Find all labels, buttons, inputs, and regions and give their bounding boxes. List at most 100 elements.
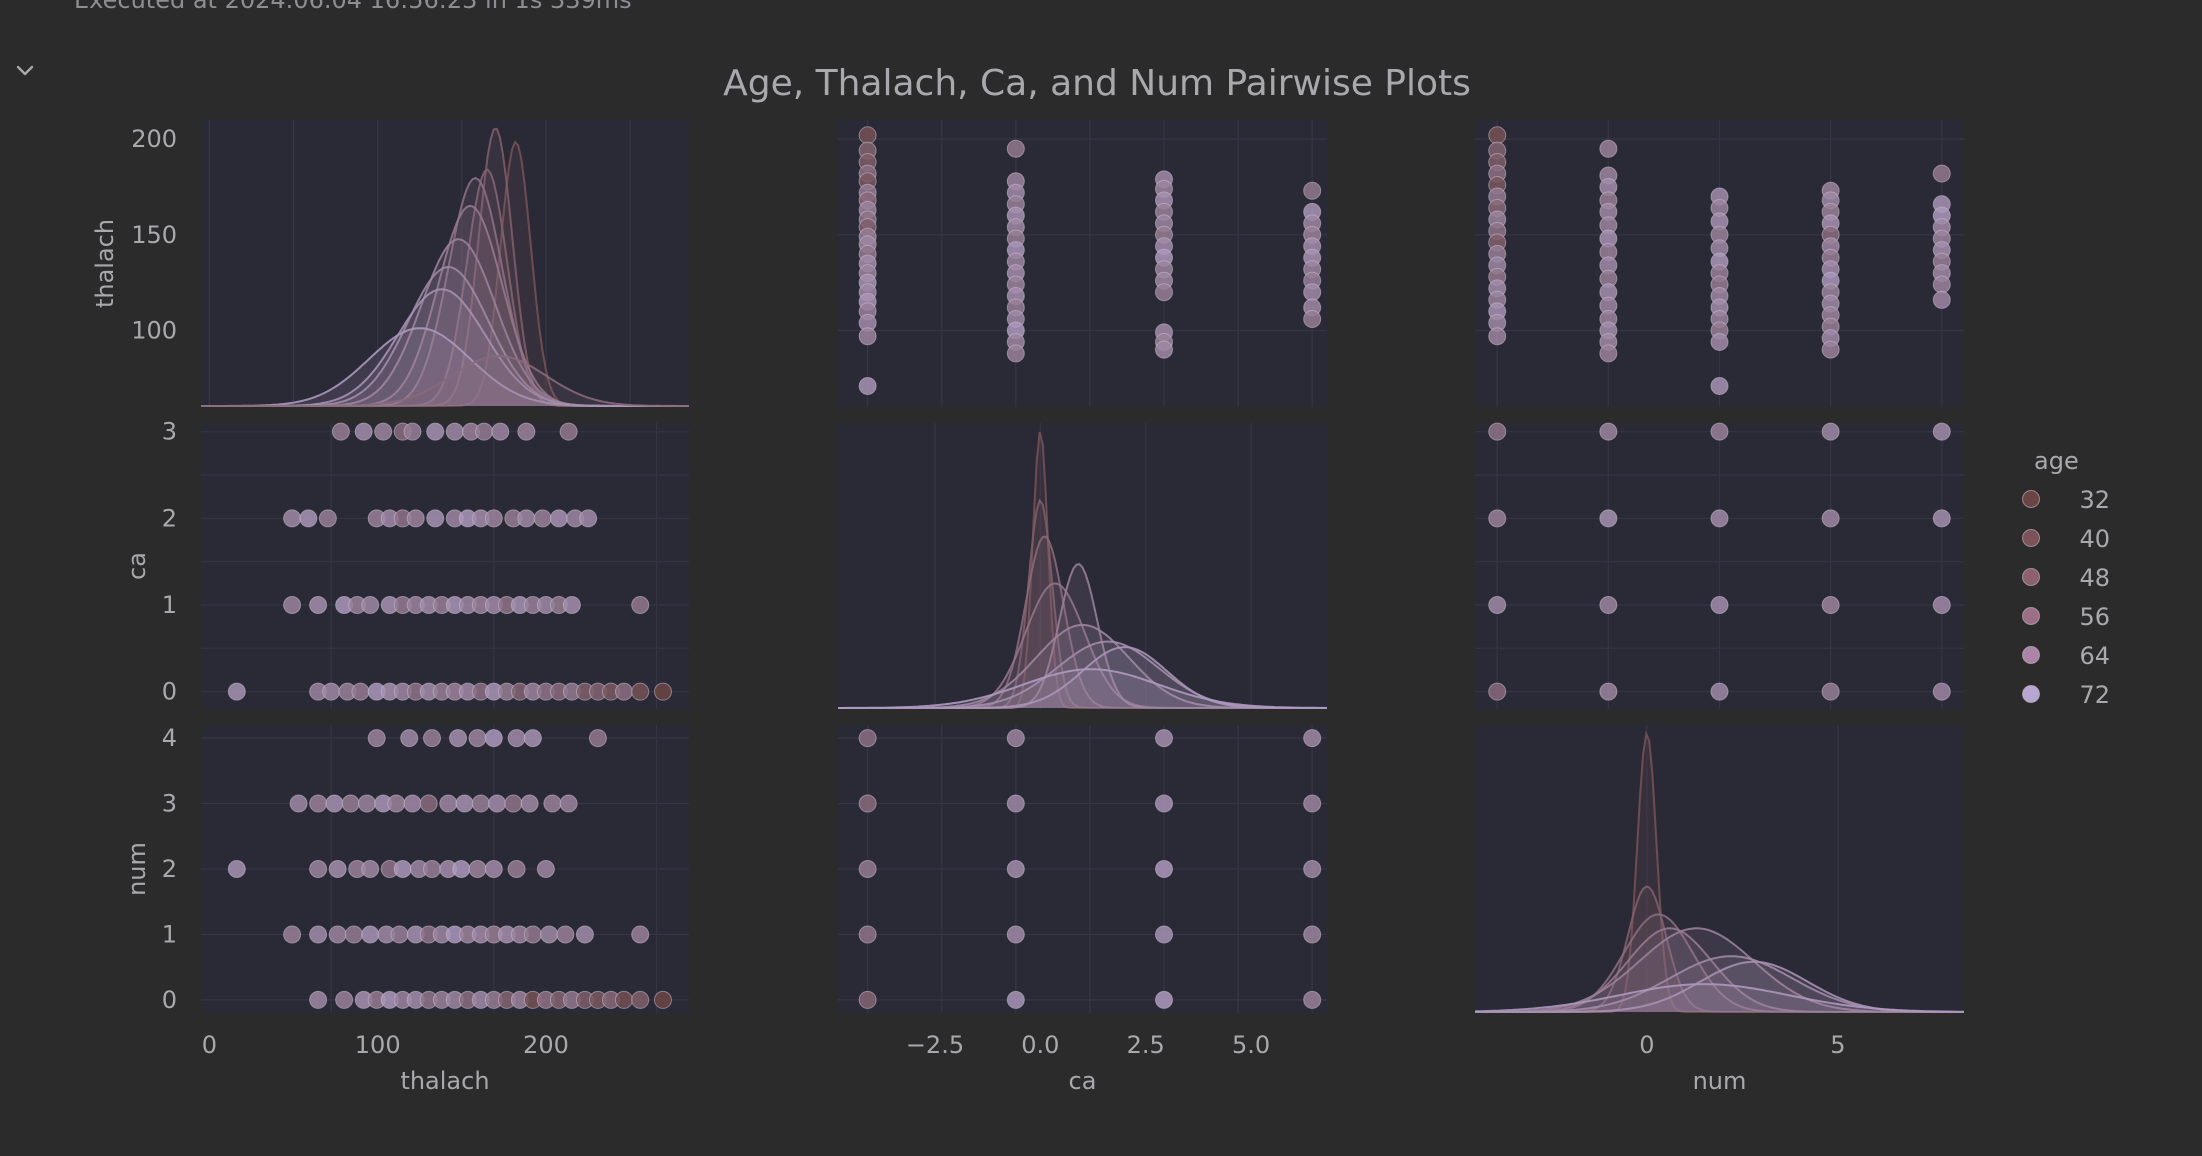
scatter-point [1303,990,1322,1009]
scatter-point [283,925,302,944]
scatter-point [452,860,471,878]
x-axis-label: thalach [400,1067,489,1095]
scatter-point [1006,729,1025,748]
panel-ca-vs-ca [838,423,1327,709]
scatter-point [559,794,578,813]
axes-background [201,423,689,709]
chevron-down-icon[interactable] [10,56,40,86]
scatter-point [1932,275,1951,294]
scatter-point [361,596,380,614]
scatter-point [468,729,487,748]
kde-area [1475,928,1964,1012]
scatter-point [507,860,526,878]
scatter-point [631,596,650,614]
panel-thalach-vs-thalach [201,120,689,407]
scatter-point [227,682,246,701]
scatter-point [1006,139,1025,158]
kde-line [201,327,689,407]
scatter-point [283,596,302,614]
scatter-point [422,860,441,878]
scatter-point [1303,181,1322,200]
scatter-point [562,596,581,614]
axes-background [1475,725,1964,1013]
scatter-point [400,729,419,748]
scatter-point [1155,794,1173,813]
scatter-point [361,860,380,878]
legend: age 32 40 48 56 64 72 [2022,447,2110,709]
legend-label: 32 [2079,486,2110,514]
scatter-point [471,794,490,813]
scatter-point [426,509,445,528]
scatter-point [328,925,347,944]
kde-area [201,205,689,406]
scatter-point [559,422,578,441]
scatter-point [1488,509,1507,528]
scatter-point [575,925,594,944]
scatter-point [455,794,474,813]
y-tick-label: 4 [162,724,177,752]
y-axis-label: ca [123,552,151,580]
scatter-point [653,682,672,701]
scatter-point [1303,794,1322,813]
scatter-point [419,794,438,813]
scatter-point [588,729,607,748]
legend-label: 40 [2079,525,2110,553]
scatter-point [504,794,523,813]
kde-line [201,355,689,407]
scatter-point [1821,340,1840,359]
scatter-point [1599,422,1618,441]
scatter-point [1488,422,1507,441]
x-tick-label: 2.5 [1127,1031,1165,1059]
scatter-point [328,860,347,878]
x-tick-label: 0 [202,1031,217,1059]
scatter-point [1599,139,1618,158]
scatter-point [449,729,468,748]
legend-label: 64 [2079,642,2110,670]
kde-line [838,668,1327,709]
scatter-point [1710,332,1729,351]
y-tick-label: 200 [131,125,177,153]
scatter-point [858,990,877,1009]
scatter-point [1006,860,1025,878]
scatter-point [858,126,877,145]
legend-marker [2022,568,2040,586]
y-tick-label: 0 [162,986,177,1014]
scatter-point [322,682,341,701]
scatter-point [1821,509,1840,528]
scatter-point [335,990,354,1009]
kde-area [838,583,1327,708]
kde-area [201,178,689,406]
scatter-point [309,860,328,878]
y-tick-label: 100 [131,316,177,344]
x-tick-label: 100 [355,1031,401,1059]
scatter-point [543,794,562,813]
legend-marker [2022,685,2040,703]
panel-thalach-vs-ca [838,120,1327,407]
scatter-point [523,925,542,944]
scatter-point [426,422,445,441]
axes-background [201,120,689,407]
y-tick-label: 1 [162,920,177,948]
scatter-point [858,925,877,944]
kde-area [201,239,689,406]
scatter-point [1821,596,1840,614]
x-tick-label: 200 [523,1031,569,1059]
kde-area [838,669,1327,708]
scatter-point [1710,422,1729,441]
scatter-point [367,729,386,748]
scatter-point [540,925,559,944]
kde-area [201,289,689,406]
x-tick-label: 0 [1639,1031,1654,1059]
scatter-point [344,925,363,944]
kde-area [201,328,689,406]
scatter-point [631,990,650,1009]
scatter-point [341,794,360,813]
scatter-point [468,860,487,878]
scatter-point [1710,376,1729,395]
scatter-point [1303,925,1322,944]
scatter-point [403,794,422,813]
scatter-point [1006,990,1025,1009]
y-tick-label: 3 [162,418,177,446]
scatter-point [631,682,650,701]
